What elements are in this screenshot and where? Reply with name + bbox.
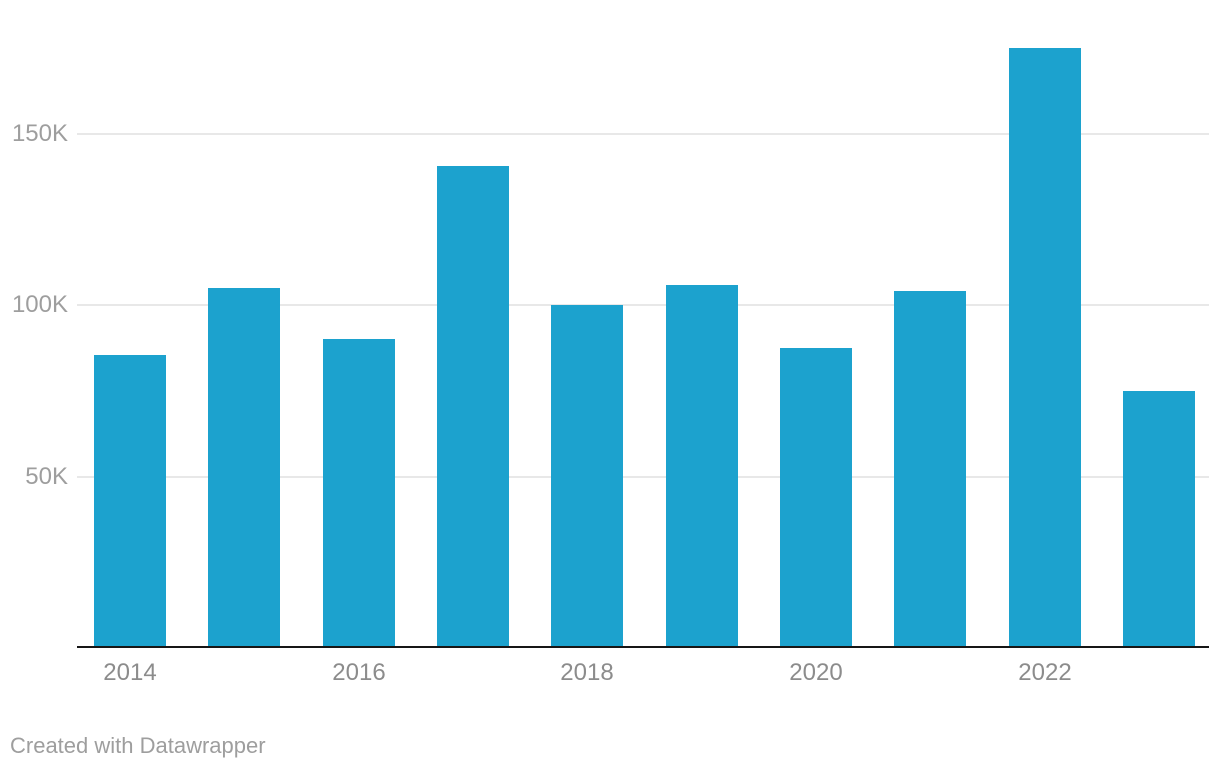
x-axis-line	[77, 646, 1209, 648]
bar-2016	[323, 339, 395, 648]
bar-2015	[208, 288, 280, 648]
y-axis-tick-label: 100K	[11, 291, 68, 319]
bar-2021	[894, 291, 966, 648]
x-axis-tick-label: 2020	[789, 659, 843, 686]
bar-2022	[1009, 48, 1081, 648]
bar-2017	[437, 166, 509, 648]
bar-2023	[1123, 391, 1195, 648]
y-axis-tick-label: 150K	[11, 119, 68, 147]
bar-2014	[94, 355, 166, 648]
gridline-50K	[77, 475, 1209, 478]
x-axis-tick-label: 2014	[103, 659, 157, 686]
bar-2020	[780, 348, 852, 648]
x-axis-tick-label: 2018	[560, 659, 614, 686]
bar-2018	[551, 305, 623, 648]
bar-2019	[666, 285, 738, 648]
x-axis-tick-label: 2016	[332, 659, 386, 686]
gridline-150K	[77, 132, 1209, 135]
datawrapper-attribution-link[interactable]: Created with Datawrapper	[10, 733, 266, 758]
x-axis-tick-label: 2022	[1018, 659, 1072, 686]
y-axis-tick-label: 50K	[25, 462, 68, 490]
gridline-100K	[77, 304, 1209, 307]
